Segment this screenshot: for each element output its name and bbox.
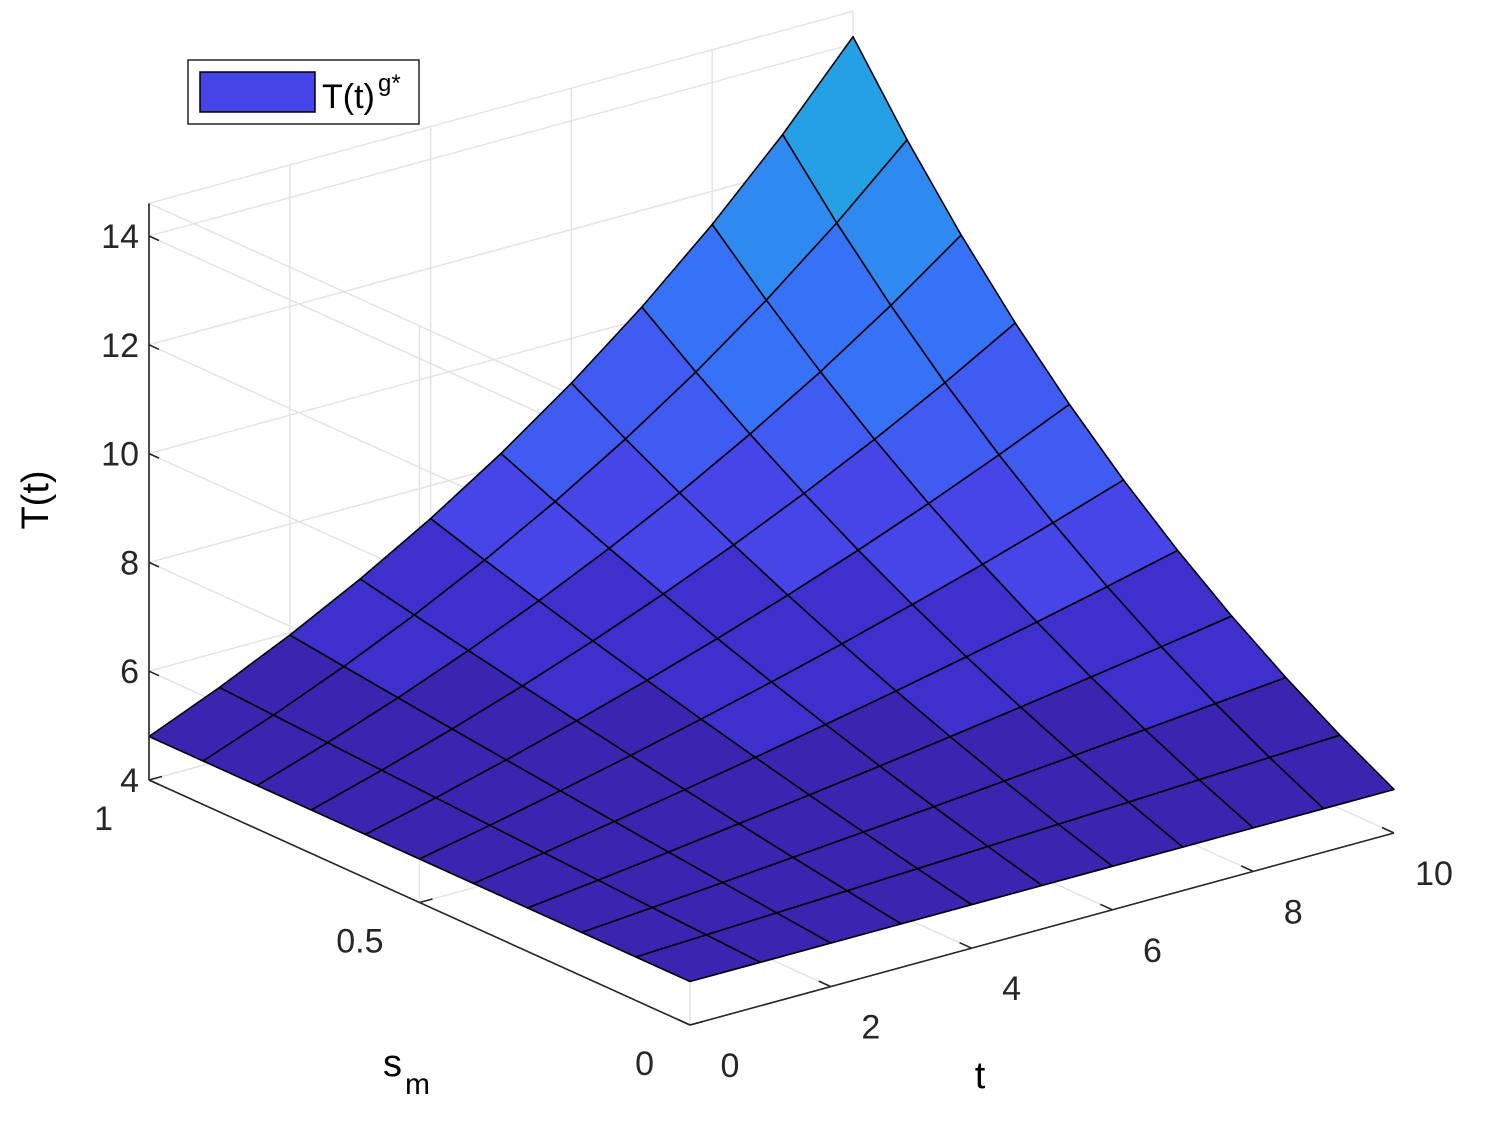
y-axis-label: s m [383, 1043, 430, 1101]
surface-patch [635, 934, 762, 983]
z-tick-label: 4 [120, 762, 139, 800]
z-tick-label: 10 [101, 436, 139, 474]
y-tick [419, 898, 433, 904]
legend-swatch [199, 71, 316, 113]
y-tick-label: 0 [635, 1045, 654, 1083]
x-tick [677, 1018, 691, 1026]
z-tick [148, 344, 160, 351]
z-tick [148, 452, 160, 459]
z-tick [148, 561, 160, 568]
x-axis-line [689, 832, 1395, 1026]
svg-text:m: m [405, 1068, 430, 1101]
x-tick [818, 980, 832, 988]
z-axis-label: T(t) [15, 470, 57, 529]
z-tick-label: 8 [120, 544, 139, 582]
z-tick [148, 779, 160, 786]
legend: T(t) g* [187, 59, 420, 125]
x-tick-label: 10 [1415, 855, 1453, 893]
x-tick [1381, 826, 1395, 834]
x-tick [1240, 865, 1254, 873]
x-axis-label: t [975, 1055, 986, 1097]
legend-label: T(t) [322, 78, 375, 116]
z-tick [148, 670, 160, 677]
x-tick [1100, 903, 1113, 911]
z-tick [148, 235, 160, 242]
x-tick-label: 4 [1002, 970, 1021, 1008]
y-tick [689, 1020, 704, 1026]
svg-text:s: s [383, 1043, 402, 1085]
y-tick [148, 775, 163, 781]
legend-label-sup: g* [378, 70, 401, 97]
x-tick-label: 0 [721, 1047, 740, 1085]
surface [148, 35, 1395, 983]
z-tick-label: 6 [120, 653, 139, 691]
x-tick [959, 941, 972, 949]
y-tick-label: 0.5 [336, 923, 383, 961]
tick-labels: 4 6 8 10 12 14 0 2 4 6 8 10 0 0.5 1 [94, 218, 1453, 1085]
x-tick-label: 8 [1284, 893, 1303, 931]
y-tick-label: 1 [94, 800, 113, 838]
x-tick-label: 2 [861, 1009, 880, 1047]
x-tick-label: 6 [1143, 932, 1162, 970]
z-tick-label: 12 [101, 327, 139, 365]
box-top-edge [148, 10, 854, 205]
z-tick-label: 14 [101, 218, 139, 256]
